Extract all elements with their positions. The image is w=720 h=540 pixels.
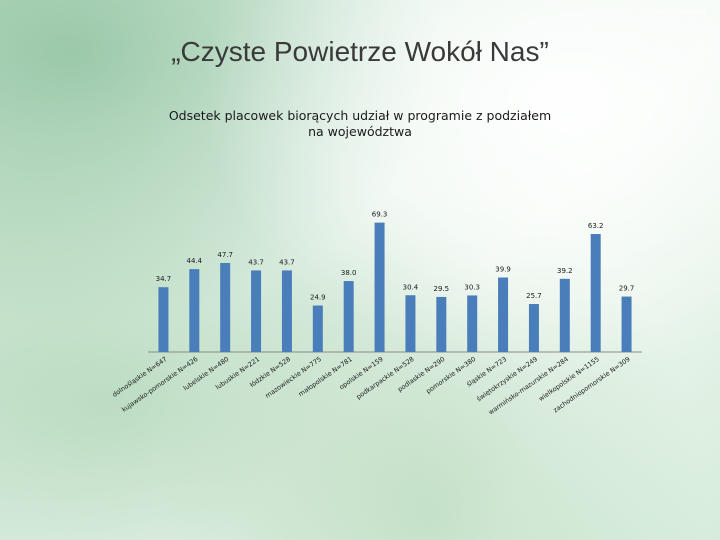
bar [528, 304, 539, 352]
data-label: 43.7 [248, 258, 264, 266]
data-label: 63.2 [588, 222, 604, 230]
bar [220, 262, 231, 352]
bar [158, 287, 169, 352]
bar [590, 234, 601, 352]
category-tick-label: mazowieckie N=775 [264, 355, 323, 400]
bar [436, 296, 447, 352]
bar [189, 269, 200, 352]
bar [621, 296, 632, 352]
bar [312, 305, 323, 352]
data-label: 47.7 [217, 251, 233, 259]
bar [281, 270, 292, 352]
data-label: 29.7 [619, 285, 635, 293]
data-label: 24.9 [310, 294, 326, 302]
bar [405, 295, 416, 352]
bar [559, 278, 570, 352]
bar [467, 295, 478, 352]
bar [343, 281, 354, 352]
bar [498, 277, 509, 352]
data-label: 39.9 [495, 266, 511, 274]
bar [251, 270, 262, 352]
data-label: 38.0 [341, 269, 357, 277]
data-label: 43.7 [279, 258, 295, 266]
data-label: 39.2 [557, 267, 573, 275]
chart-title: Odsetek placowek biorących udział w prog… [168, 108, 552, 139]
category-tick-label: podkarpackie N=528 [355, 355, 416, 401]
data-label: 44.4 [187, 257, 203, 265]
data-label: 30.4 [403, 283, 419, 291]
category-tick-label: dolnośląskie N=647 [111, 355, 169, 399]
slide-title: „Czyste Powietrze Wokół Nas” [171, 36, 549, 67]
bar [374, 222, 385, 352]
data-label: 30.3 [464, 283, 480, 291]
data-label: 29.5 [434, 285, 450, 293]
data-label: 25.7 [526, 292, 542, 300]
category-tick-label: małopolskie N=781 [297, 355, 354, 398]
data-label: 34.7 [156, 275, 172, 283]
watermark: na.pulpit.com [652, 6, 706, 16]
data-label: 69.3 [372, 211, 388, 219]
